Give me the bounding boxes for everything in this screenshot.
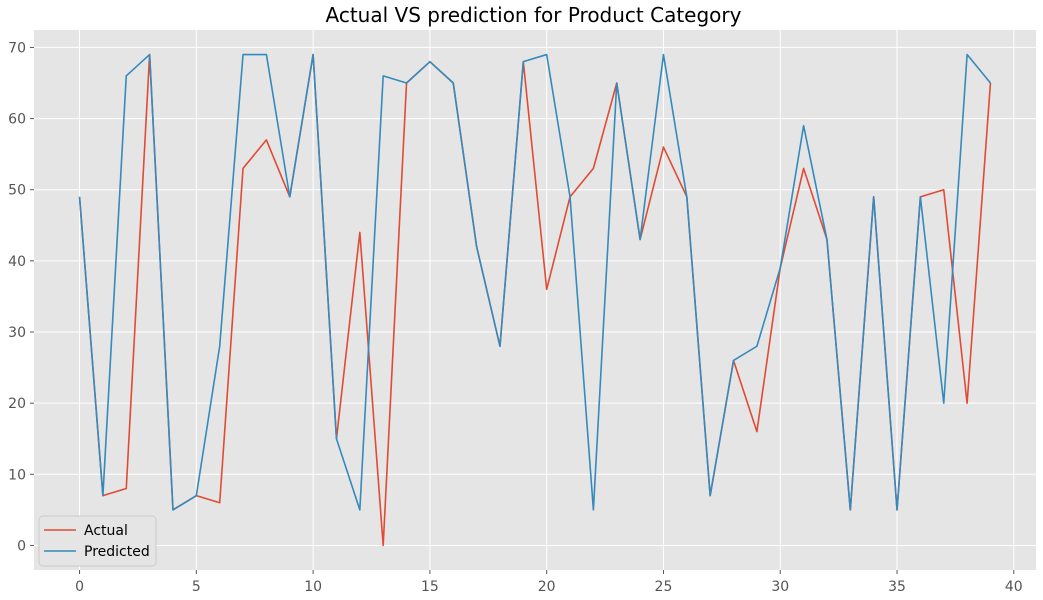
x-tick-label: 5 <box>192 579 201 595</box>
x-tick-label: 40 <box>1005 579 1023 595</box>
legend: Actual Predicted <box>38 515 157 567</box>
x-tick-label: 25 <box>655 579 673 595</box>
x-axis: 0 5 10 15 20 25 30 35 40 <box>75 570 1023 595</box>
series-layer <box>78 53 992 547</box>
legend-label-actual: Actual <box>84 523 128 539</box>
x-tick-label: 30 <box>771 579 789 595</box>
x-tick-label: 10 <box>304 579 322 595</box>
x-tick-label: 35 <box>888 579 906 595</box>
plot-area <box>34 30 1036 570</box>
y-tick-label: 10 <box>8 467 26 483</box>
legend-box <box>38 515 157 567</box>
y-tick-label: 60 <box>8 112 26 128</box>
y-tick-label: 40 <box>8 254 26 270</box>
y-tick-label: 50 <box>8 183 26 199</box>
x-tick-label: 20 <box>538 579 556 595</box>
y-axis: 0 10 20 30 40 50 60 70 <box>8 40 34 554</box>
x-tick-label: 15 <box>421 579 439 595</box>
x-tick-label: 0 <box>75 579 84 595</box>
y-tick-label: 70 <box>8 40 26 56</box>
y-tick-label: 20 <box>8 396 26 412</box>
legend-label-predicted: Predicted <box>84 544 150 560</box>
chart-title: Actual VS prediction for Product Categor… <box>326 3 742 27</box>
y-tick-label: 0 <box>17 538 26 554</box>
y-tick-label: 30 <box>8 325 26 341</box>
series-line-predicted <box>78 53 992 511</box>
